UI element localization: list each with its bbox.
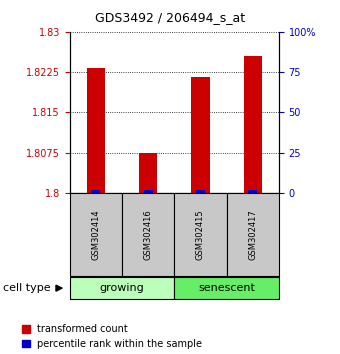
Bar bbox=[143, 190, 153, 193]
Text: GDS3492 / 206494_s_at: GDS3492 / 206494_s_at bbox=[95, 11, 245, 24]
Text: GSM302414: GSM302414 bbox=[91, 209, 100, 260]
Text: GSM302417: GSM302417 bbox=[248, 209, 257, 260]
Bar bbox=[91, 190, 100, 193]
Text: cell type: cell type bbox=[3, 283, 51, 293]
Bar bbox=[196, 190, 205, 193]
Bar bbox=[243, 56, 262, 193]
Bar bbox=[87, 68, 105, 193]
Bar bbox=[191, 78, 209, 193]
Text: growing: growing bbox=[100, 283, 144, 293]
Text: senescent: senescent bbox=[198, 283, 255, 293]
Text: GSM302416: GSM302416 bbox=[143, 209, 153, 260]
Bar bbox=[248, 190, 257, 193]
Text: GSM302415: GSM302415 bbox=[196, 209, 205, 260]
Legend: transformed count, percentile rank within the sample: transformed count, percentile rank withi… bbox=[22, 324, 202, 349]
Bar bbox=[139, 153, 157, 193]
